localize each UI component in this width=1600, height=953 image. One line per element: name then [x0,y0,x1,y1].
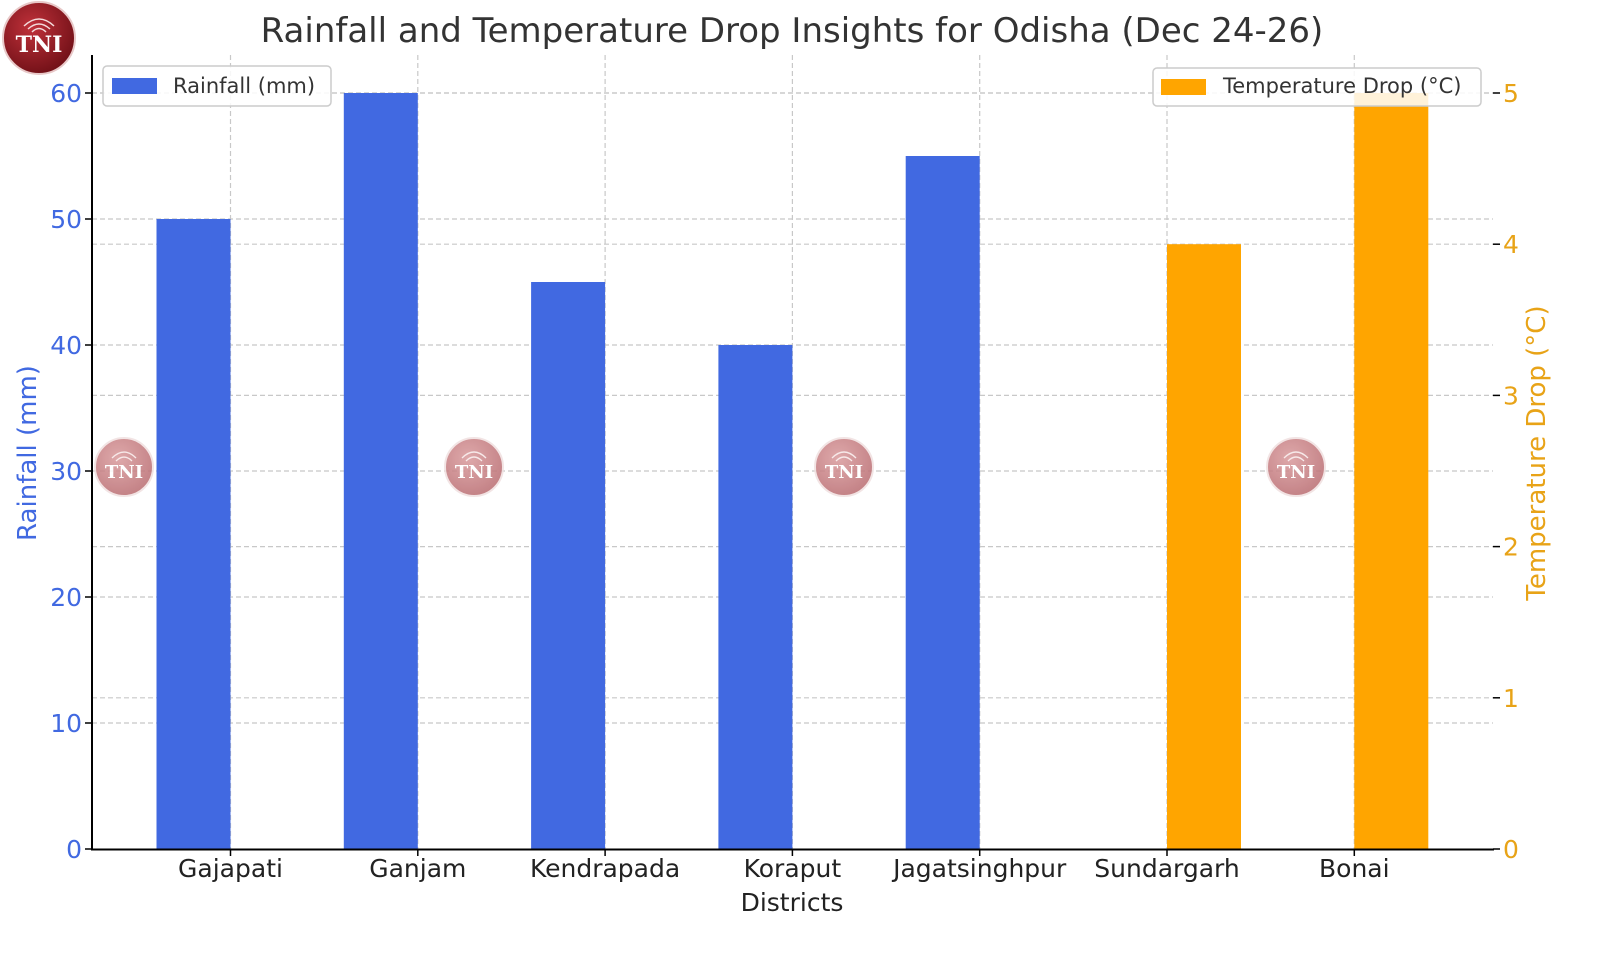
legend-temperature-label: Temperature Drop (°C) [1222,74,1461,98]
tni-watermark-circle [94,437,154,497]
tni-watermark-text: TNI [455,462,493,483]
tni-watermark-signal-icon [1283,451,1309,462]
legend-rainfall: Rainfall (mm) [102,65,332,107]
tni-watermark: TNI [1266,437,1326,497]
bars [156,93,1429,849]
left-axis-ticks: 0 10 20 30 40 50 60 [50,79,92,864]
tick-label-right: 1 [1503,684,1519,713]
tni-watermark-circle [1266,437,1326,497]
bar-rainfall [531,282,606,849]
right-axis-ticks: 0 1 2 3 4 5 [1493,79,1519,864]
bar-rainfall [156,219,231,849]
tni-watermark-circle [444,437,504,497]
tni-watermark: TNI [94,437,154,497]
legend-rainfall-box [102,65,332,107]
tick-label-left: 40 [50,331,82,360]
legend-temperature-swatch [1161,79,1206,95]
legend-temperature-box [1152,67,1482,107]
tni-watermark-signal-icon [831,451,857,462]
tick-label-x: Gajapati [178,854,283,883]
tick-label-left: 20 [50,583,82,612]
tni-logo: TNI [2,1,76,75]
chart-title: Rainfall and Temperature Drop Insights f… [261,11,1324,51]
legend-rainfall-label: Rainfall (mm) [173,74,315,98]
tick-label-left: 0 [66,835,82,864]
tni-watermark-circle [814,437,874,497]
tni-watermark-signal-icon [111,451,137,462]
tick-label-x: Kendrapada [530,854,680,883]
y-right-axis-label: Temperature Drop (°C) [1522,305,1552,601]
bar-temperature [1167,244,1241,849]
tni-watermark-text: TNI [105,462,143,483]
tick-label-x: Ganjam [369,854,466,883]
tni-watermark-signal-icon [461,451,487,462]
tni-watermark: TNI [814,437,874,497]
x-axis-ticks: Gajapati Ganjam Kendrapada Koraput Jagatsing… [178,849,1390,883]
tick-label-left: 50 [50,205,82,234]
tni-watermark-text: TNI [1277,462,1315,483]
tick-label-right: 4 [1503,230,1519,259]
legend-rainfall-swatch [112,78,157,94]
bar-temperature [1354,93,1429,849]
tni-logo-text: TNI [16,32,63,58]
watermarks: TNI TNI TNI TNI [94,437,1326,497]
tick-label-left: 10 [50,709,82,738]
bar-rainfall [905,156,980,849]
tick-label-x: Bonai [1319,854,1390,883]
bar-rainfall [343,93,418,849]
tick-label-right: 3 [1503,381,1519,410]
tick-label-x: Sundargarh [1094,854,1239,883]
tni-watermark: TNI [444,437,504,497]
tick-label-right: 2 [1503,533,1519,562]
tick-label-right: 5 [1503,79,1519,108]
tick-label-x: Koraput [744,854,842,883]
tni-logo-signal-icon [23,18,55,33]
tick-label-left: 30 [50,457,82,486]
tni-logo-circle [2,1,76,75]
tick-label-x: Jagatsinghpur [891,854,1067,883]
legend-temperature: Temperature Drop (°C) [1152,67,1482,107]
tni-watermark-text: TNI [825,462,863,483]
bar-rainfall [718,345,793,849]
tick-label-left: 60 [50,79,82,108]
tick-label-right: 0 [1503,835,1519,864]
y-left-axis-label: Rainfall (mm) [13,365,43,541]
x-axis-label: Districts [741,888,844,917]
